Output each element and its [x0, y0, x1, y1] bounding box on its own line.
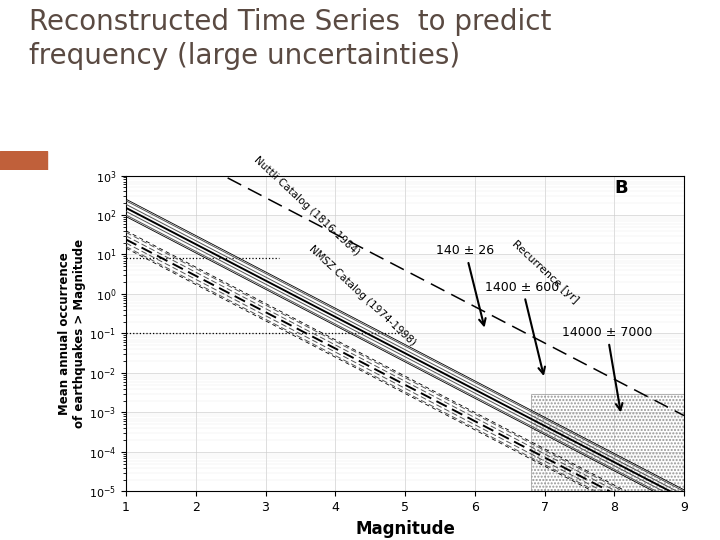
Text: 14000 ± 7000: 14000 ± 7000 [562, 326, 652, 410]
Bar [0, 151, 47, 170]
Text: Reconstructed Time Series  to predict
frequency (large uncertainties): Reconstructed Time Series to predict fre… [29, 8, 552, 70]
Y-axis label: Mean annual occurrence
of earthquakes > Magnitude: Mean annual occurrence of earthquakes > … [58, 239, 86, 428]
X-axis label: Magnitude: Magnitude [355, 519, 455, 538]
Text: B: B [614, 179, 628, 197]
Text: 1400 ± 600: 1400 ± 600 [485, 281, 559, 374]
Text: Nuttli Catalog (1816-1984): Nuttli Catalog (1816-1984) [251, 154, 361, 258]
Text: Recurrence [yr]: Recurrence [yr] [510, 239, 580, 305]
Text: NMSZ Catalog (1974-1998): NMSZ Catalog (1974-1998) [307, 244, 418, 348]
Bar [531, 394, 684, 491]
Text: 140 ± 26: 140 ± 26 [436, 245, 495, 326]
